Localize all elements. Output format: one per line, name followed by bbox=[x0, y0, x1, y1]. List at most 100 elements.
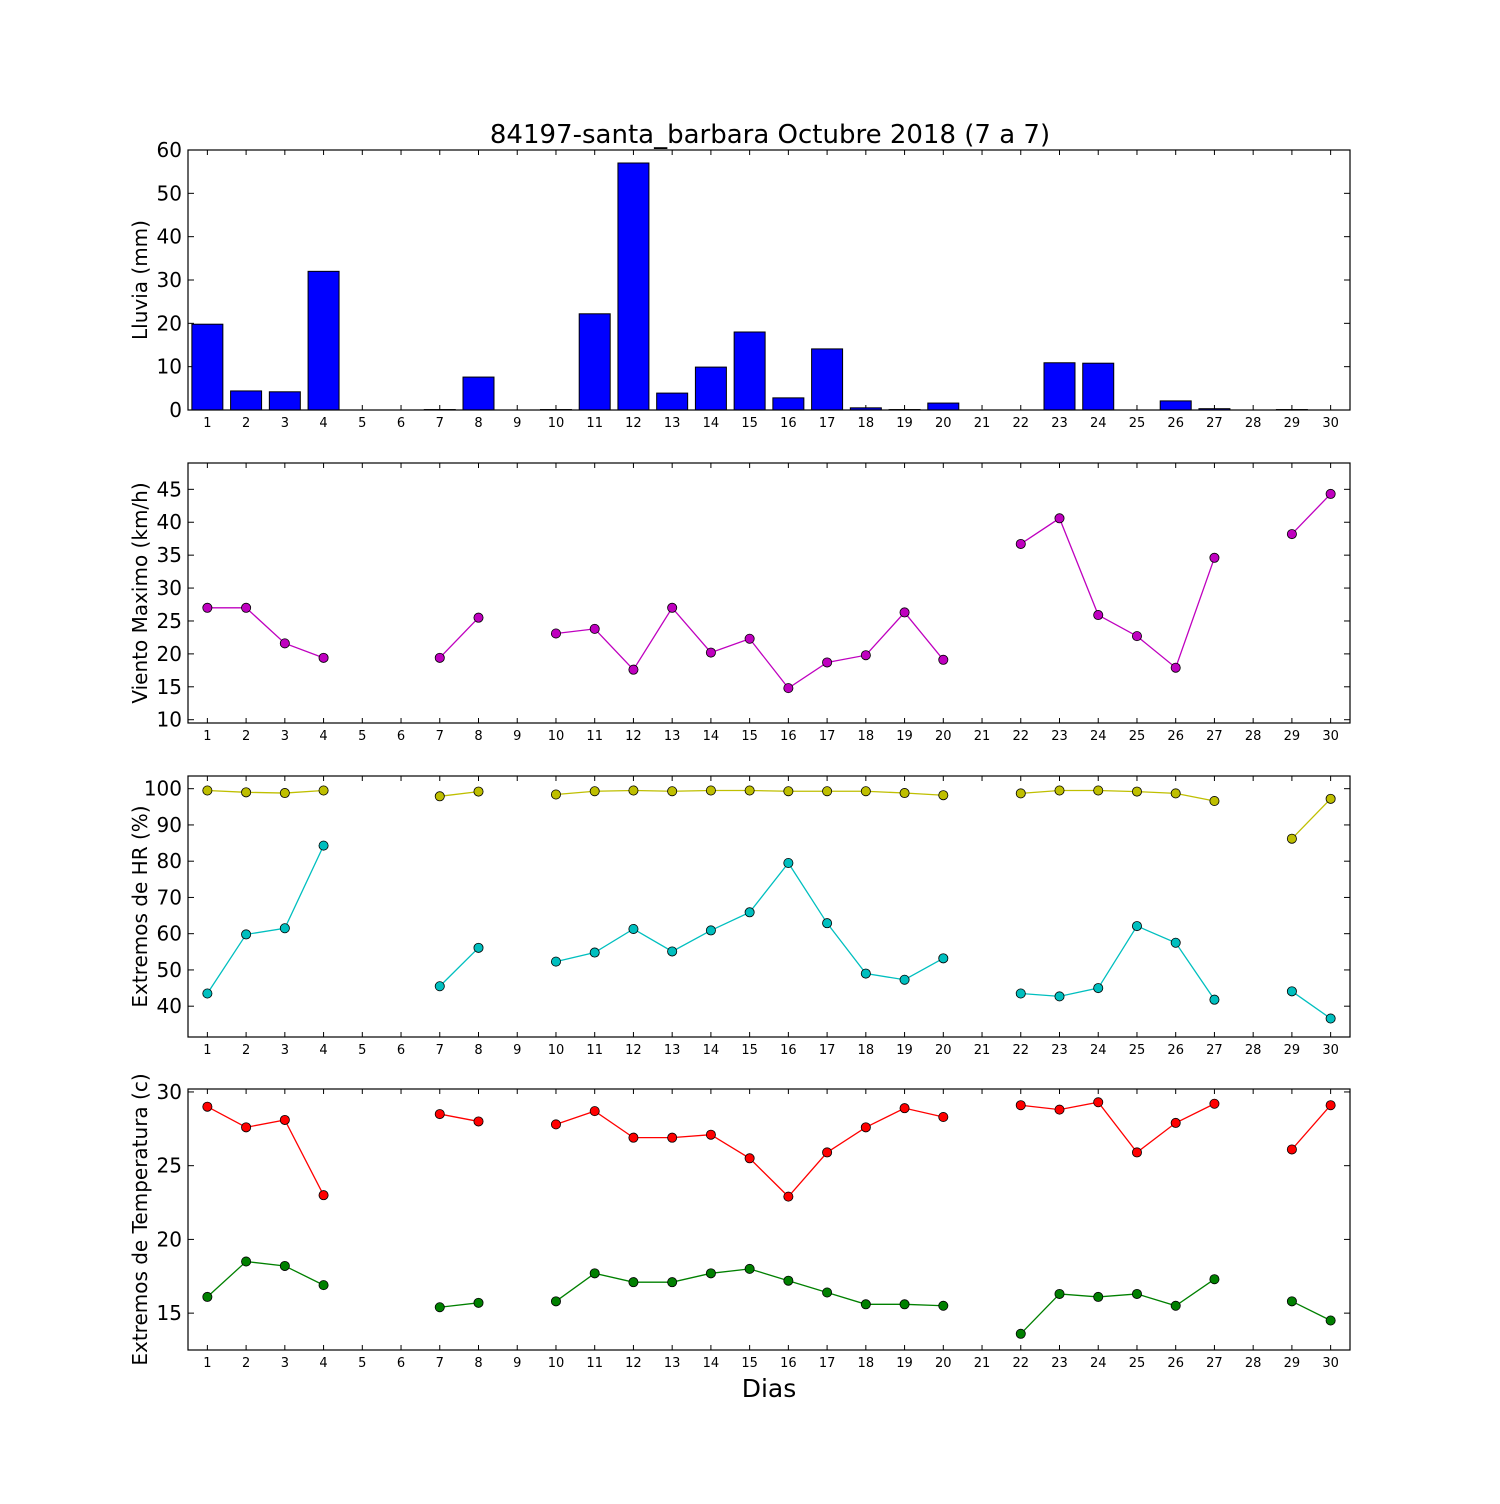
data-point bbox=[280, 1115, 289, 1124]
x-tick-label: 27 bbox=[1206, 416, 1223, 431]
data-point bbox=[939, 954, 948, 963]
data-point bbox=[203, 786, 212, 795]
data-point bbox=[900, 608, 909, 617]
y-tick-label: 15 bbox=[157, 675, 182, 699]
data-point bbox=[823, 1148, 832, 1157]
x-tick-label: 1 bbox=[203, 1356, 211, 1371]
series-line-1 bbox=[1292, 494, 1331, 534]
data-point bbox=[706, 786, 715, 795]
data-point bbox=[319, 1281, 328, 1290]
data-point bbox=[1055, 514, 1064, 523]
series-line-1 bbox=[207, 608, 323, 658]
data-point bbox=[1094, 983, 1103, 992]
data-point bbox=[1055, 1105, 1064, 1114]
series-line-1 bbox=[556, 1108, 943, 1196]
x-tick-label: 18 bbox=[858, 1356, 875, 1371]
x-tick-label: 7 bbox=[436, 729, 444, 744]
x-tick-label: 3 bbox=[281, 1356, 289, 1371]
data-point bbox=[242, 788, 251, 797]
data-point bbox=[474, 613, 483, 622]
x-tick-label: 6 bbox=[397, 416, 405, 431]
x-tick-label: 5 bbox=[358, 1356, 366, 1371]
data-point bbox=[1132, 1148, 1141, 1157]
series-line-2 bbox=[440, 948, 479, 986]
x-tick-label: 7 bbox=[436, 416, 444, 431]
y-tick-label: 40 bbox=[157, 994, 182, 1018]
data-point bbox=[551, 790, 560, 799]
x-tick-label: 16 bbox=[780, 1043, 797, 1058]
x-tick-label: 3 bbox=[281, 1043, 289, 1058]
data-point bbox=[474, 943, 483, 952]
data-point bbox=[203, 1292, 212, 1301]
y-tick-label: 20 bbox=[157, 1227, 182, 1251]
data-point bbox=[823, 1288, 832, 1297]
plot-frame bbox=[188, 150, 1350, 410]
x-tick-label: 9 bbox=[513, 729, 521, 744]
x-tick-label: 25 bbox=[1129, 1356, 1146, 1371]
series-line-1 bbox=[1021, 791, 1215, 802]
data-point bbox=[280, 788, 289, 797]
x-tick-label: 12 bbox=[625, 416, 642, 431]
data-point bbox=[474, 1298, 483, 1307]
data-point bbox=[784, 787, 793, 796]
series-line-1 bbox=[1292, 799, 1331, 839]
rain-bar bbox=[308, 271, 339, 410]
x-tick-label: 13 bbox=[664, 729, 681, 744]
data-point bbox=[668, 787, 677, 796]
x-tick-label: 29 bbox=[1284, 1356, 1301, 1371]
data-point bbox=[939, 1112, 948, 1121]
x-tick-label: 3 bbox=[281, 416, 289, 431]
y-tick-label: 40 bbox=[157, 225, 182, 249]
rain-bar bbox=[579, 314, 610, 410]
data-point bbox=[939, 1301, 948, 1310]
x-tick-label: 7 bbox=[436, 1043, 444, 1058]
data-point bbox=[706, 1269, 715, 1278]
plot-frame bbox=[188, 463, 1350, 723]
x-tick-label: 17 bbox=[819, 729, 836, 744]
x-tick-label: 5 bbox=[358, 416, 366, 431]
data-point bbox=[551, 1120, 560, 1129]
data-point bbox=[784, 1276, 793, 1285]
y-tick-label: 10 bbox=[157, 708, 182, 732]
data-point bbox=[203, 989, 212, 998]
y-tick-label: 20 bbox=[157, 642, 182, 666]
x-tick-label: 12 bbox=[625, 729, 642, 744]
x-tick-label: 2 bbox=[242, 1356, 250, 1371]
x-tick-label: 15 bbox=[741, 416, 758, 431]
y-tick-label: 60 bbox=[157, 922, 182, 946]
data-point bbox=[629, 786, 638, 795]
x-tick-label: 22 bbox=[1012, 729, 1029, 744]
data-point bbox=[590, 624, 599, 633]
x-tick-label: 10 bbox=[548, 1356, 565, 1371]
x-tick-label: 23 bbox=[1051, 416, 1068, 431]
y-axis-label: Extremos de HR (%) bbox=[128, 805, 152, 1007]
rain-bar bbox=[773, 398, 804, 410]
x-tick-label: 19 bbox=[896, 416, 913, 431]
series-line-2 bbox=[1292, 991, 1331, 1018]
data-point bbox=[1055, 992, 1064, 1001]
y-tick-label: 25 bbox=[157, 609, 182, 633]
data-point bbox=[242, 930, 251, 939]
data-point bbox=[590, 787, 599, 796]
series-line-1 bbox=[207, 791, 323, 794]
x-tick-label: 11 bbox=[586, 416, 603, 431]
data-point bbox=[1326, 1316, 1335, 1325]
x-tick-label: 9 bbox=[513, 1356, 521, 1371]
x-tick-label: 15 bbox=[741, 1356, 758, 1371]
x-tick-label: 15 bbox=[741, 1043, 758, 1058]
data-point bbox=[242, 603, 251, 612]
data-point bbox=[1326, 1014, 1335, 1023]
rain-bar bbox=[618, 163, 649, 410]
data-point bbox=[629, 665, 638, 674]
x-tick-label: 17 bbox=[819, 1356, 836, 1371]
data-point bbox=[861, 787, 870, 796]
data-point bbox=[319, 786, 328, 795]
rain-bar bbox=[1160, 401, 1191, 410]
x-tick-label: 27 bbox=[1206, 1043, 1223, 1058]
x-tick-label: 25 bbox=[1129, 416, 1146, 431]
data-point bbox=[1016, 789, 1025, 798]
data-point bbox=[1094, 610, 1103, 619]
x-tick-label: 17 bbox=[819, 416, 836, 431]
x-tick-label: 18 bbox=[858, 1043, 875, 1058]
